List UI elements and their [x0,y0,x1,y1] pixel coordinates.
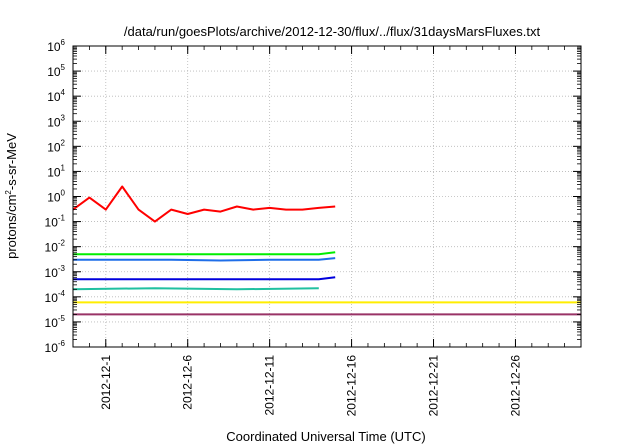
x-tick-label: 2012-12-6 [181,355,195,410]
series-line-3 [73,257,336,262]
y-tick-exponent: -2 [58,239,66,248]
series-line-1 [72,185,336,223]
y-tick-base: 10 [47,90,61,104]
series-lines [72,185,581,316]
y-tick-exponent: 4 [61,88,66,97]
x-tick-label: 2012-12-16 [345,355,359,417]
y-tick-base: 10 [47,115,61,129]
y-tick-base: 10 [45,241,59,255]
y-tick-exponent: -1 [58,214,66,223]
y-tick-base: 10 [45,266,59,280]
y-tick-exponent: 2 [61,138,66,147]
y-tick-exponent: -3 [58,264,66,273]
y-tick-label: 102 [47,138,65,154]
y-tick-labels: 10-610-510-410-310-210-11001011021031041… [45,38,66,355]
y-tick-exponent: 5 [61,63,66,72]
chart-title: /data/run/goesPlots/archive/2012-12-30/f… [124,24,541,39]
y-tick-label: 10-2 [45,239,66,255]
y-tick-base: 10 [45,216,59,230]
y-tick-exponent: 0 [61,189,66,198]
y-tick-exponent: -6 [58,339,66,348]
series-line-4 [73,276,336,281]
y-tick-label: 10-5 [45,314,66,330]
plot-grid [73,46,581,347]
y-tick-exponent: -4 [58,289,66,298]
x-tick-labels: 2012-12-1 2012-12-6 2012-12-11 2012-12-16 20… [99,355,523,417]
x-axis-title: Coordinated Universal Time (UTC) [226,429,425,444]
y-axis-title-sup: 2 [4,190,13,195]
y-tick-base: 10 [47,65,61,79]
y-tick-exponent: 6 [61,38,66,47]
axis-ticks [72,45,582,348]
y-tick-base: 10 [45,316,59,330]
y-tick-label: 105 [47,63,65,79]
y-tick-exponent: -5 [58,314,66,323]
y-tick-label: 10-1 [45,214,66,230]
y-tick-label: 103 [47,113,65,129]
y-tick-base: 10 [45,291,59,305]
series-line-2 [73,251,336,256]
y-tick-base: 10 [45,341,59,355]
y-tick-base: 10 [47,40,61,54]
y-tick-label: 10-6 [45,339,66,355]
y-tick-base: 10 [47,191,61,205]
y-tick-base: 10 [47,140,61,154]
x-tick-label: 2012-12-26 [508,355,522,417]
y-tick-base: 10 [47,165,61,179]
series-line-5 [72,287,319,291]
y-axis-title-post: -s-sr-MeV [4,133,19,190]
x-tick-label: 2012-12-11 [263,355,277,416]
y-axis-title-pre: protons/cm [4,195,19,259]
y-tick-label: 101 [47,163,65,179]
y-tick-label: 10-3 [45,264,66,280]
y-axis-title: protons/cm2-s-sr-MeV [4,133,19,259]
x-tick-label: 2012-12-21 [427,355,441,417]
y-tick-label: 100 [47,189,65,205]
y-tick-label: 10-4 [45,289,66,305]
y-tick-label: 106 [47,38,65,54]
y-tick-label: 104 [47,88,65,104]
y-tick-exponent: 3 [61,113,66,122]
y-tick-exponent: 1 [61,163,66,172]
x-tick-label: 2012-12-1 [99,355,113,410]
